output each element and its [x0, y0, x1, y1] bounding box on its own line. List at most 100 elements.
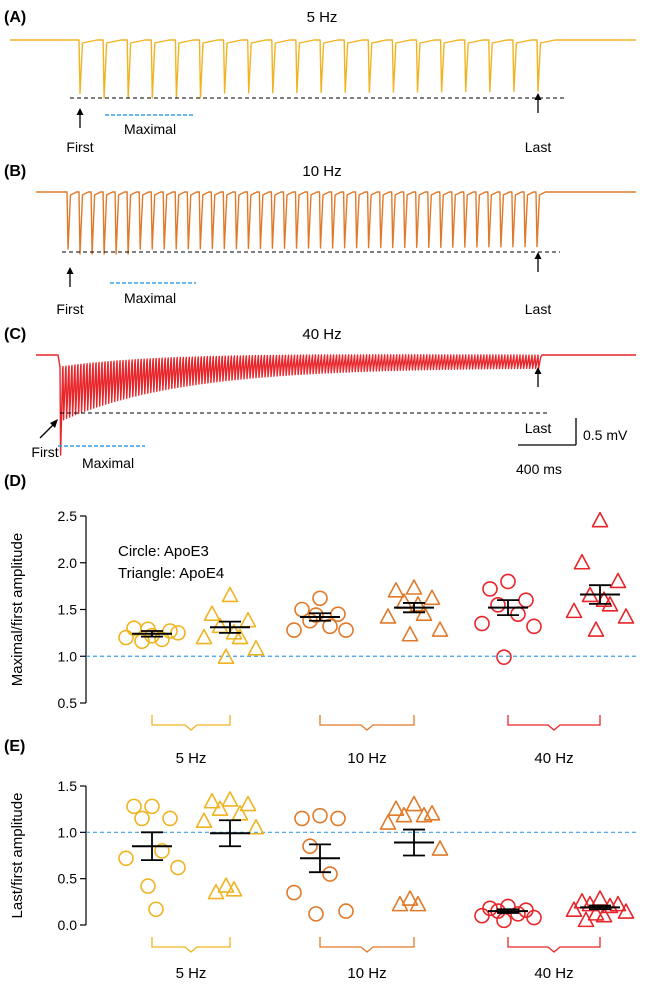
- last-label-b: Last: [525, 301, 552, 317]
- data-point-triangle-e-3-0: [405, 795, 423, 812]
- maximal-label-c: Maximal: [82, 455, 134, 471]
- group-label-d-2: 40 Hz: [534, 750, 573, 767]
- data-point-circle-e-2-7: [308, 906, 324, 922]
- data-point-triangle-e-3-6: [431, 840, 449, 856]
- group-label-e-2: 40 Hz: [534, 965, 573, 982]
- data-point-circle-d-4-5: [474, 615, 490, 632]
- data-point-triangle-e-1-4: [231, 805, 249, 821]
- data-point-circle-d-2-2: [330, 606, 346, 622]
- data-point-circle-e-2-1: [294, 810, 310, 827]
- data-point-triangle-e-5-9: [577, 911, 595, 928]
- y-tick-label-e-0: 0.0: [58, 917, 78, 933]
- data-point-triangle-d-3-7: [401, 625, 419, 642]
- trace-panel-a: (A) 5 Hz Maximal First Last: [4, 9, 636, 155]
- data-point-triangle-d-1-2: [239, 611, 257, 628]
- data-point-circle-e-2-0: [312, 807, 328, 824]
- group-label-d-0: 5 Hz: [176, 750, 207, 767]
- data-point-circle-d-2-5: [286, 622, 302, 638]
- panel-label-d: (D): [4, 473, 26, 490]
- group-label-e-0: 5 Hz: [176, 965, 207, 982]
- first-arrow-b-head: [66, 267, 74, 274]
- trace-waveform-b: [36, 191, 636, 255]
- data-point-triangle-d-5-5: [565, 602, 583, 619]
- last-label-c: Last: [525, 420, 552, 436]
- data-point-triangle-e-1-2: [239, 795, 257, 812]
- data-point-triangle-d-1-0: [221, 586, 239, 603]
- panel-label-c: (C): [4, 326, 26, 343]
- y-tick-label-d-4: 2.5: [58, 508, 78, 524]
- data-point-circle-d-4-2: [518, 592, 534, 608]
- first-arrow-c-head: [50, 419, 58, 428]
- trace-title-b: 10 Hz: [302, 163, 341, 180]
- y-axis-label-d: Maximal/first amplitude: [9, 533, 26, 686]
- data-point-circle-d-2-4: [322, 618, 338, 635]
- data-point-circle-d-0-6: [170, 625, 186, 641]
- data-point-circle-e-0-8: [148, 901, 164, 918]
- data-point-triangle-d-1-1: [203, 605, 221, 621]
- data-point-circle-e-0-0: [144, 798, 160, 815]
- data-point-circle-d-0-4: [154, 631, 170, 648]
- data-point-circle-e-4-1: [482, 900, 498, 917]
- scatter-panel-e: (E) 0.0 0.5 1.0 1.5 Last/first amplitude 5 Hz 1…: [4, 738, 636, 982]
- data-point-triangle-e-1-7: [217, 877, 235, 893]
- data-point-triangle-d-1-5: [195, 628, 213, 645]
- first-label-a: First: [66, 139, 93, 155]
- data-point-circle-d-4-4: [510, 606, 526, 622]
- data-point-circle-d-4-3: [490, 597, 506, 613]
- data-point-triangle-d-5-1: [573, 553, 591, 570]
- data-point-triangle-e-5-3: [581, 895, 599, 912]
- data-point-circle-e-0-4: [154, 843, 170, 859]
- data-point-triangle-e-5-6: [617, 903, 635, 919]
- data-point-triangle-e-1-6: [247, 818, 265, 835]
- panel-label-b: (B): [4, 163, 26, 180]
- data-point-circle-d-4-7: [496, 649, 512, 665]
- data-point-triangle-e-1-1: [203, 792, 221, 809]
- data-point-circle-e-0-3: [134, 810, 150, 827]
- scale-bar: 0.5 mV 400 ms: [516, 418, 628, 477]
- data-point-triangle-e-5-7: [587, 905, 605, 921]
- data-point-circle-e-2-3: [302, 838, 318, 855]
- last-label-a: Last: [525, 139, 552, 155]
- data-point-triangle-d-5-6: [617, 608, 635, 624]
- data-point-triangle-e-1-3: [211, 800, 229, 816]
- data-point-circle-e-2-5: [286, 884, 302, 901]
- scatter-panel-d: (D) 0.5 1.0 1.5 2.0 2.5 Maximal/first amplitud…: [4, 473, 636, 767]
- trace-title-c: 40 Hz: [302, 326, 341, 343]
- data-point-triangle-e-5-0: [591, 890, 609, 906]
- data-point-triangle-e-5-2: [609, 895, 627, 912]
- data-point-triangle-e-1-0: [221, 791, 239, 807]
- data-point-circle-e-0-1: [126, 798, 142, 815]
- data-point-circle-e-4-6: [526, 909, 542, 926]
- y-tick-label-d-1: 1.0: [58, 648, 78, 664]
- trace-panel-b: (B) 10 Hz Maximal First Last: [4, 163, 636, 317]
- y-axis-label-e: Last/first amplitude: [9, 793, 26, 919]
- data-point-circle-e-4-5: [474, 907, 490, 924]
- data-point-triangle-e-3-3: [395, 806, 413, 823]
- group-label-e-1: 10 Hz: [347, 965, 386, 982]
- y-tick-label-d-0: 0.5: [58, 695, 78, 711]
- data-point-circle-d-2-7: [308, 607, 324, 623]
- first-label-b: First: [56, 301, 83, 317]
- data-point-circle-d-4-1: [482, 581, 498, 597]
- maximal-label-a: Maximal: [124, 121, 176, 137]
- data-point-triangle-d-3-1: [387, 582, 405, 598]
- last-arrow-b-head: [534, 252, 542, 259]
- data-point-triangle-d-3-0: [405, 579, 423, 595]
- data-point-triangle-d-3-5: [379, 608, 397, 624]
- data-point-circle-e-2-4: [322, 866, 338, 882]
- y-tick-label-d-3: 2.0: [58, 555, 78, 571]
- panel-label-a: (A): [4, 9, 26, 26]
- data-point-circle-e-2-2: [330, 810, 346, 827]
- data-point-triangle-d-1-6: [247, 639, 265, 656]
- data-point-triangle-d-5-0: [591, 511, 609, 528]
- group-bracket-d-2: [507, 715, 601, 731]
- data-point-triangle-e-5-5: [565, 901, 583, 917]
- data-point-triangle-d-3-2: [423, 589, 441, 606]
- data-point-triangle-e-3-5: [379, 814, 397, 830]
- y-tick-label-d-2: 1.5: [58, 602, 78, 618]
- data-point-circle-d-4-0: [500, 573, 516, 590]
- scale-bar-voltage-label: 0.5 mV: [583, 427, 628, 443]
- data-point-circle-d-4-6: [526, 618, 542, 635]
- data-point-circle-e-2-6: [338, 903, 354, 919]
- legend-line-d-1: Triangle: ApoE4: [118, 565, 224, 582]
